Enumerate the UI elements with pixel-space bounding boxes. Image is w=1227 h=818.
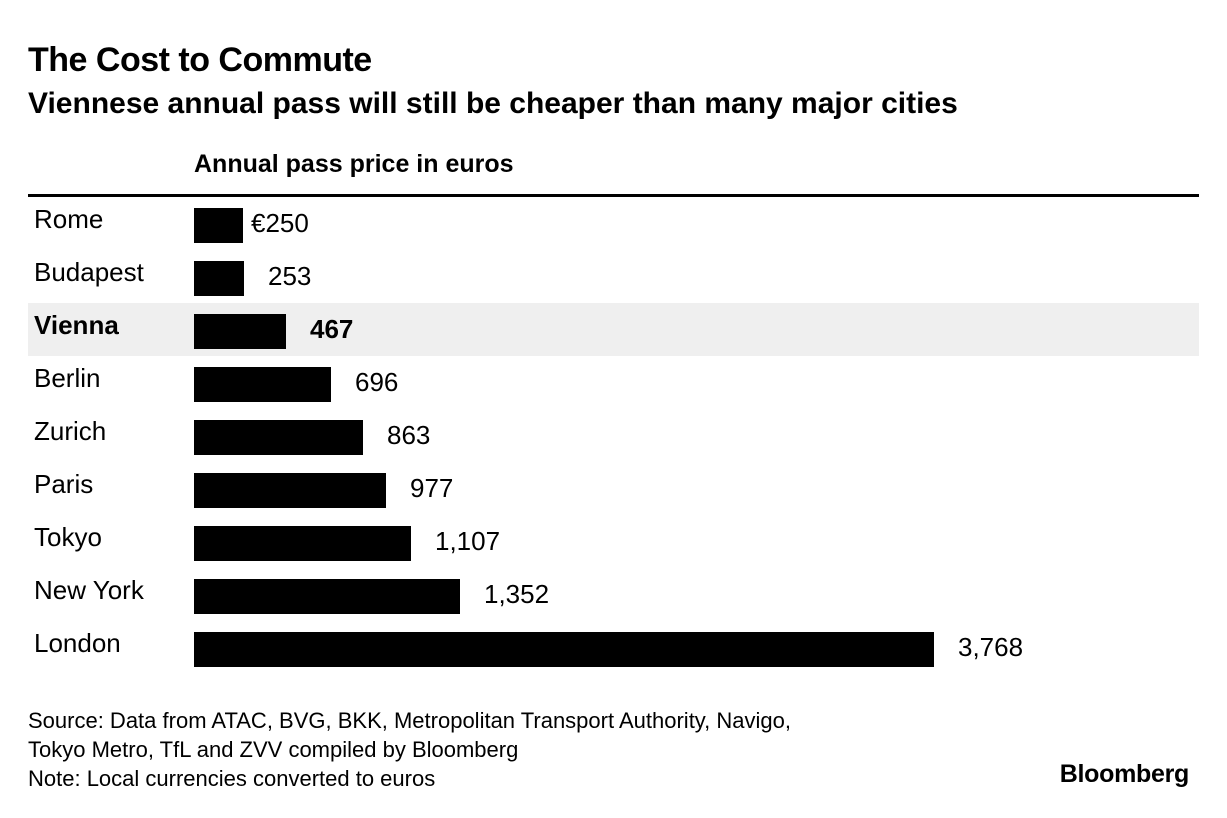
value-label: 1,352 bbox=[484, 579, 550, 609]
bar-row: Tokyo 1,107 bbox=[28, 515, 1199, 568]
value-label: 1,107 bbox=[435, 526, 501, 556]
category-label: New York bbox=[34, 575, 144, 605]
category-label: Zurich bbox=[34, 416, 107, 446]
note-line: Note: Local currencies converted to euro… bbox=[28, 766, 436, 791]
bar-row: Paris 977 bbox=[28, 462, 1199, 515]
category-label: Tokyo bbox=[34, 522, 102, 552]
bar bbox=[194, 261, 244, 296]
source-line: Source: Data from ATAC, BVG, BKK, Metrop… bbox=[28, 708, 791, 733]
category-label: Rome bbox=[34, 204, 104, 234]
header-rule bbox=[28, 194, 1199, 197]
value-label: 253 bbox=[268, 261, 312, 291]
value-label: 3,768 bbox=[958, 632, 1024, 662]
category-label: Budapest bbox=[34, 257, 144, 287]
bar-row: Berlin 696 bbox=[28, 356, 1199, 409]
bar-row: Rome €250 bbox=[28, 197, 1199, 250]
chart-subtitle: Viennese annual pass will still be cheap… bbox=[28, 87, 958, 120]
value-label: 977 bbox=[410, 473, 454, 503]
bar bbox=[194, 579, 460, 614]
value-label: €250 bbox=[251, 208, 309, 238]
bar bbox=[194, 473, 386, 508]
category-label: Berlin bbox=[34, 363, 101, 393]
bar-row: Vienna 467 bbox=[28, 303, 1199, 356]
source-note: Source: Data from ATAC, BVG, BKK, Metrop… bbox=[28, 706, 791, 793]
category-label: Paris bbox=[34, 469, 94, 499]
bar bbox=[194, 314, 286, 349]
bar-rows: Rome €250 Budapest 253 Vienna 467 Berlin 696 Zur… bbox=[28, 197, 1199, 674]
bar-row: Zurich 863 bbox=[28, 409, 1199, 462]
bar bbox=[194, 420, 363, 455]
bar-row: New York 1,352 bbox=[28, 568, 1199, 621]
bar bbox=[194, 526, 411, 561]
bar-row: London 3,768 bbox=[28, 621, 1199, 674]
bar-row: Budapest 253 bbox=[28, 250, 1199, 303]
bar bbox=[194, 367, 331, 402]
value-label: 467 bbox=[310, 314, 354, 344]
bar bbox=[194, 632, 934, 667]
category-label: Vienna bbox=[34, 310, 119, 340]
value-label: 863 bbox=[387, 420, 431, 450]
category-label: London bbox=[34, 628, 121, 658]
bar bbox=[194, 208, 243, 243]
chart-title: The Cost to Commute bbox=[28, 41, 372, 79]
column-header: Annual pass price in euros bbox=[194, 150, 514, 178]
source-line: Tokyo Metro, TfL and ZVV compiled by Blo… bbox=[28, 737, 519, 762]
brand-logo: Bloomberg bbox=[1059, 760, 1190, 788]
value-label: 696 bbox=[355, 367, 399, 397]
